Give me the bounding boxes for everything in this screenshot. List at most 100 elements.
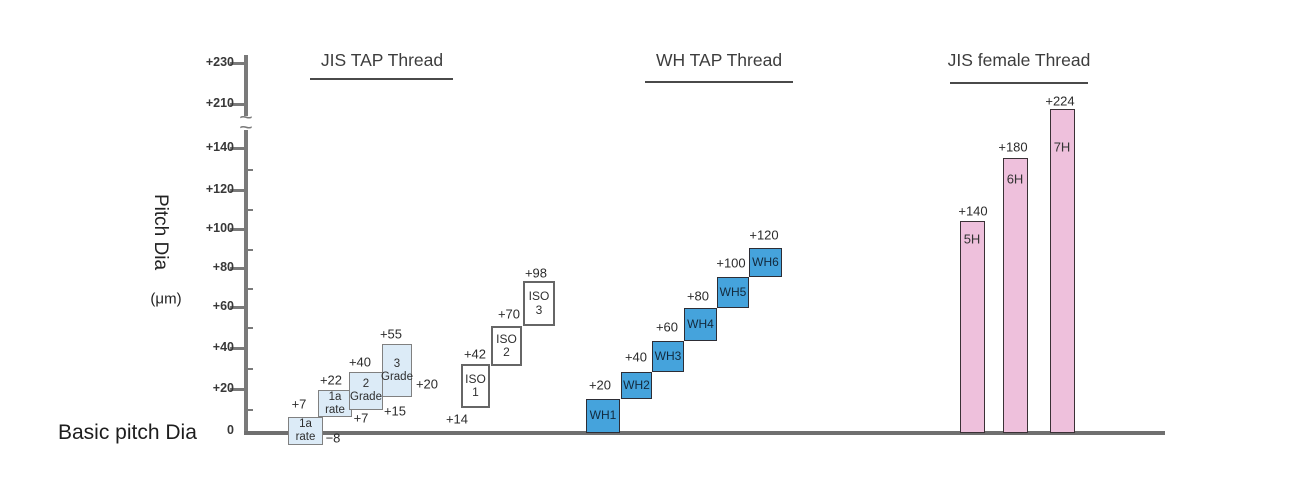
tolerance-box-label: WH5 <box>719 284 747 299</box>
tolerance-box-1a-rate: 1a rate <box>318 390 352 417</box>
tolerance-box-label: 2 <box>362 378 370 391</box>
y-axis-major-tick <box>230 306 248 309</box>
x-axis-baseline <box>244 431 1165 435</box>
tolerance-box-wh5: WH5 <box>717 277 749 308</box>
y-axis-major-tick <box>230 62 248 65</box>
tolerance-box-label: 3 <box>393 357 401 370</box>
group-title-jis-female-thread: JIS female Thread <box>947 50 1091 70</box>
y-axis-minor-tick <box>244 209 253 211</box>
tolerance-box-label: ISO <box>528 289 550 304</box>
y-axis-major-tick <box>230 189 248 192</box>
y-axis-title: Pitch Dia <box>150 193 171 271</box>
y-axis-tick-label: +100 <box>205 221 234 235</box>
tolerance-box-label: WH4 <box>687 316 714 331</box>
value-label-top: +180 <box>998 139 1028 155</box>
y-axis-tick-label: +120 <box>205 182 234 196</box>
value-label-bottom: +7 <box>353 410 369 426</box>
tolerance-box-label: 3 <box>535 302 543 317</box>
tolerance-box-label: ISO <box>496 331 517 346</box>
tolerance-box-2-grade: 2 Grade <box>349 372 383 410</box>
tolerance-bar-6h <box>1003 158 1028 433</box>
tolerance-bar-7h <box>1050 109 1075 433</box>
value-label-bottom: +14 <box>445 411 469 427</box>
group-title-wh-tap-thread: WH TAP Thread <box>655 50 783 70</box>
tolerance-box-1a-rate: 1a rate <box>288 417 323 445</box>
y-axis-major-tick <box>230 103 248 106</box>
tolerance-box-iso-1: ISO 1 <box>461 364 490 408</box>
value-label-top: +224 <box>1045 93 1075 109</box>
value-label-top: +120 <box>749 227 779 243</box>
tolerance-box-label: Grade <box>381 370 413 383</box>
y-axis-minor-tick <box>244 409 253 411</box>
value-label-top: +40 <box>624 349 648 365</box>
y-axis-unit: (μm) <box>150 290 182 308</box>
tolerance-bar-label: 7H <box>1053 139 1071 155</box>
y-axis-tick-label: +230 <box>205 55 234 69</box>
value-label-top: +7 <box>291 396 307 412</box>
tolerance-box-wh2: WH2 <box>621 372 652 399</box>
tolerance-box-label: 1 <box>472 385 479 399</box>
axis-break-squiggle-bottom: ~ <box>239 119 253 137</box>
y-axis-tick-label: +40 <box>212 340 234 354</box>
tolerance-box-wh1: WH1 <box>586 399 620 433</box>
x-axis-title: Basic pitch Dia <box>58 421 197 444</box>
tolerance-box-label: rate <box>295 431 316 443</box>
y-axis-major-tick <box>230 347 248 350</box>
tolerance-box-label: WH6 <box>752 254 779 269</box>
y-axis-major-tick <box>230 267 248 270</box>
value-label-top: +80 <box>686 288 710 304</box>
y-axis-line-lower <box>244 130 248 435</box>
value-label-top: +100 <box>716 255 746 271</box>
group-title-underline <box>310 78 453 80</box>
tolerance-box-label: WH1 <box>589 408 617 423</box>
tolerance-bar-5h <box>960 221 985 433</box>
tolerance-box-label: 2 <box>503 345 510 359</box>
y-axis-tick-label: +60 <box>212 299 234 313</box>
tolerance-box-label: ISO <box>465 371 486 386</box>
y-axis-major-tick <box>230 147 248 150</box>
tolerance-box-label: WH3 <box>654 348 682 363</box>
value-label-top: +70 <box>497 306 521 322</box>
tolerance-box-label: 1a <box>299 418 312 431</box>
y-axis-tick-label: 0 <box>227 423 234 437</box>
y-axis-line-upper <box>244 55 248 116</box>
group-title-underline <box>645 81 793 83</box>
y-axis-tick-label: +80 <box>212 260 234 274</box>
value-label-top: +55 <box>379 326 403 342</box>
value-label-bottom: +20 <box>415 376 439 392</box>
value-label-top: +98 <box>524 265 548 281</box>
value-label-bottom: +15 <box>383 403 407 419</box>
y-axis-tick-label: +20 <box>212 381 234 395</box>
y-axis-minor-tick <box>244 327 253 329</box>
tolerance-box-iso-3: ISO 3 <box>523 281 555 326</box>
group-title-jis-tap-thread: JIS TAP Thread <box>320 50 444 70</box>
value-label-top: +40 <box>348 354 372 370</box>
tolerance-box-label: 1a <box>328 390 342 403</box>
value-label-top: +22 <box>319 372 343 388</box>
y-axis-tick-label: +210 <box>205 96 234 110</box>
y-axis-major-tick <box>230 228 248 231</box>
tolerance-box-wh6: WH6 <box>749 248 782 277</box>
tolerance-box-label: WH2 <box>623 377 650 392</box>
tolerance-box-iso-2: ISO 2 <box>491 326 522 366</box>
value-label-top: +20 <box>588 377 612 393</box>
value-label-bottom: −8 <box>325 430 341 446</box>
value-label-top: +42 <box>463 346 487 362</box>
tolerance-box-label: Grade <box>350 391 382 403</box>
tolerance-box-3-grade: 3 Grade <box>381 344 413 397</box>
tolerance-box-label: rate <box>325 403 345 416</box>
group-title-underline <box>950 82 1088 84</box>
tolerance-bar-label: 6H <box>1006 171 1024 187</box>
y-axis-minor-tick <box>244 368 253 370</box>
y-axis-minor-tick <box>244 249 253 251</box>
tolerance-bar-label: 5H <box>963 231 981 247</box>
y-axis-minor-tick <box>244 288 253 290</box>
value-label-top: +140 <box>958 203 988 219</box>
y-axis-major-tick <box>230 388 248 391</box>
y-axis-minor-tick <box>244 169 253 171</box>
tolerance-box-wh4: WH4 <box>684 308 717 341</box>
value-label-top: +60 <box>655 319 679 335</box>
axis-break-squiggle-top: ~ <box>239 109 253 127</box>
y-axis-tick-label: +140 <box>205 140 234 154</box>
